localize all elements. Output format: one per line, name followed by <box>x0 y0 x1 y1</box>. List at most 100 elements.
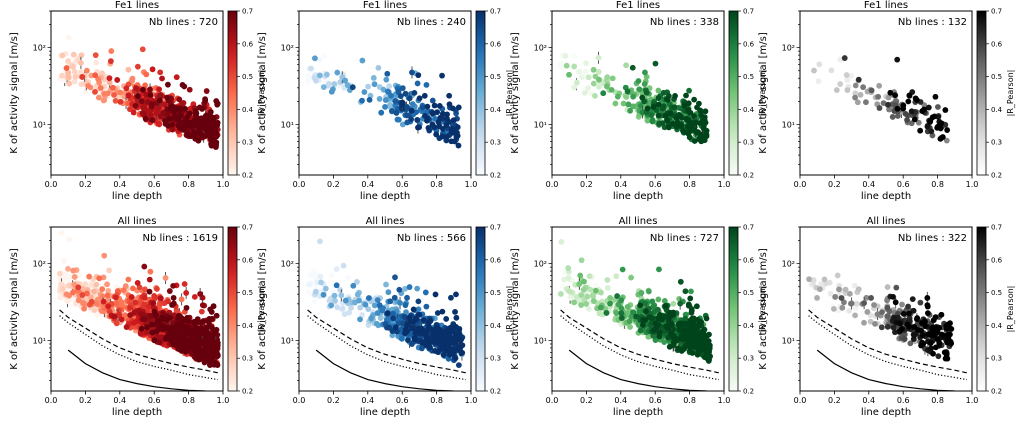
data-point <box>642 69 648 76</box>
colorbar-tick-label: 0.3 <box>743 355 754 363</box>
data-point <box>70 289 76 296</box>
data-point <box>192 343 199 350</box>
data-point <box>201 122 208 129</box>
data-point <box>664 96 671 103</box>
data-point <box>585 305 592 312</box>
data-point <box>596 76 602 83</box>
data-point <box>415 311 422 318</box>
data-point <box>165 298 171 305</box>
data-point <box>184 122 191 128</box>
data-point <box>684 342 690 348</box>
data-point <box>583 301 590 307</box>
data-point <box>682 129 689 135</box>
data-point <box>703 131 710 138</box>
data-point <box>213 345 220 352</box>
data-point <box>821 276 828 283</box>
data-point <box>422 331 428 337</box>
panel-title: All lines <box>366 216 405 227</box>
data-point <box>415 124 421 131</box>
data-point <box>453 134 460 140</box>
data-point <box>175 312 182 319</box>
data-point <box>134 280 141 286</box>
data-point <box>668 321 675 328</box>
data-point <box>382 104 388 110</box>
data-point <box>183 304 190 311</box>
data-points <box>557 238 713 364</box>
data-point <box>644 105 651 112</box>
data-point <box>648 112 655 118</box>
colorbar-tick-label: 0.3 <box>490 139 501 147</box>
data-point <box>837 56 844 63</box>
data-point <box>830 305 837 312</box>
data-point <box>157 91 164 98</box>
data-point <box>700 122 707 129</box>
data-point <box>604 285 611 291</box>
data-point <box>884 304 891 311</box>
data-point <box>687 295 694 302</box>
data-point <box>120 287 127 294</box>
data-point <box>342 297 349 304</box>
data-point <box>85 82 92 89</box>
data-point <box>312 55 318 62</box>
data-point <box>205 323 212 330</box>
data-point <box>559 283 566 290</box>
data-point <box>408 116 415 123</box>
data-point <box>359 57 366 64</box>
data-point <box>682 320 689 327</box>
data-point <box>139 46 146 53</box>
data-point <box>78 59 84 66</box>
data-point <box>452 309 458 315</box>
data-point <box>361 89 368 95</box>
data-point <box>666 343 673 350</box>
data-point <box>841 299 847 306</box>
data-point <box>637 302 644 309</box>
y-axis-label: K of activity signal [m/s] <box>9 32 20 154</box>
data-point <box>408 107 415 114</box>
data-point <box>331 81 338 87</box>
plot-background <box>800 11 972 175</box>
data-points <box>806 272 955 362</box>
data-point <box>91 307 98 314</box>
data-point <box>642 317 649 323</box>
data-point <box>593 282 599 289</box>
x-tick-label: 0.0 <box>546 180 559 189</box>
data-point <box>894 56 901 63</box>
data-point <box>439 133 446 140</box>
data-point <box>105 90 111 97</box>
colorbar-label: |R_Pearson| <box>758 286 767 333</box>
data-point <box>679 346 686 353</box>
panel-title: All lines <box>619 216 658 227</box>
data-point <box>435 349 441 356</box>
data-points <box>810 55 951 144</box>
data-point <box>590 293 596 300</box>
data-point <box>704 332 711 339</box>
data-point <box>395 116 402 123</box>
data-point <box>174 335 180 342</box>
data-point <box>439 308 446 315</box>
colorbar-label: |R_Pearson| <box>1006 70 1015 117</box>
data-point <box>704 349 711 355</box>
data-point <box>354 291 361 298</box>
data-point <box>688 288 694 295</box>
data-point <box>455 104 462 111</box>
data-point <box>179 337 185 343</box>
data-point <box>688 307 695 314</box>
data-point <box>435 119 442 126</box>
colorbar-tick-label: 0.2 <box>743 388 754 396</box>
data-point <box>855 76 862 83</box>
data-point <box>454 124 461 131</box>
y-tick-label: 10¹ <box>33 120 46 129</box>
data-point <box>162 275 169 281</box>
data-point <box>164 94 170 101</box>
colorbar-label: |R_Pearson| <box>758 70 767 117</box>
data-point <box>155 120 162 127</box>
data-point <box>424 115 431 122</box>
data-point <box>700 345 707 352</box>
nb-lines-label: Nb lines : 1619 <box>143 233 218 244</box>
data-point <box>390 310 397 317</box>
data-point <box>156 339 163 346</box>
data-point <box>899 301 905 308</box>
x-tick-label: 0.2 <box>327 180 340 189</box>
